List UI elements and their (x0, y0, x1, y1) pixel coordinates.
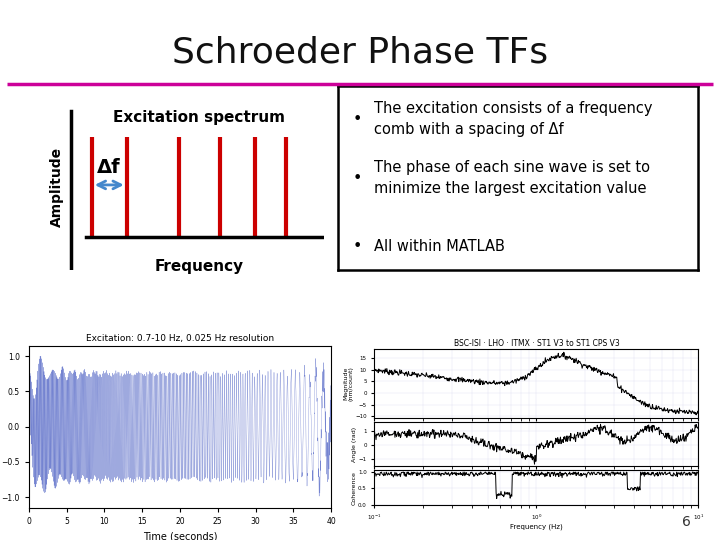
Text: •: • (353, 171, 362, 186)
Text: 6: 6 (683, 515, 691, 529)
Text: Frequency: Frequency (155, 259, 244, 274)
X-axis label: Frequency (Hz): Frequency (Hz) (510, 523, 563, 530)
Text: •: • (353, 239, 362, 254)
Text: Schroeder Phase TFs: Schroeder Phase TFs (172, 35, 548, 69)
Title: BSC-ISI · LHO · ITMX · ST1 V3 to ST1 CPS V3: BSC-ISI · LHO · ITMX · ST1 V3 to ST1 CPS… (454, 339, 619, 348)
Y-axis label: Angle (rad): Angle (rad) (352, 427, 357, 462)
X-axis label: Time (seconds): Time (seconds) (143, 531, 217, 540)
Text: Amplitude: Amplitude (50, 147, 64, 227)
Y-axis label: Magnitude
(nm/count): Magnitude (nm/count) (343, 366, 354, 401)
Text: All within MATLAB: All within MATLAB (374, 239, 505, 254)
Text: Excitation spectrum: Excitation spectrum (113, 111, 285, 125)
Text: The excitation consists of a frequency
comb with a spacing of Δf: The excitation consists of a frequency c… (374, 102, 653, 138)
Title: Excitation: 0.7-10 Hz, 0.025 Hz resolution: Excitation: 0.7-10 Hz, 0.025 Hz resoluti… (86, 334, 274, 343)
Text: •: • (353, 112, 362, 127)
Text: Δf: Δf (97, 158, 121, 177)
Text: The phase of each sine wave is set to
minimize the largest excitation value: The phase of each sine wave is set to mi… (374, 160, 650, 196)
Y-axis label: Coherence: Coherence (351, 471, 356, 504)
